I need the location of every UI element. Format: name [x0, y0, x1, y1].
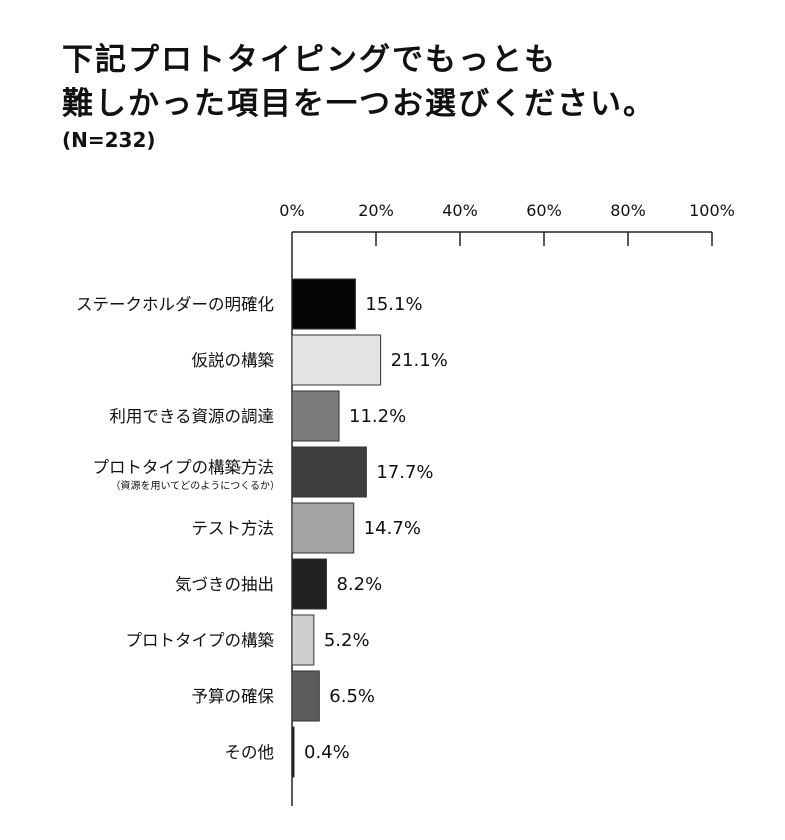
- bar: [291, 726, 295, 778]
- value-label: 15.1%: [365, 294, 422, 315]
- value-label: 5.2%: [324, 630, 370, 651]
- category-label: 気づきの抽出: [175, 575, 274, 594]
- value-label: 14.7%: [364, 518, 421, 539]
- category-label: プロトタイプの構築方法: [93, 458, 275, 477]
- bar: [291, 558, 327, 610]
- bar: [291, 502, 355, 554]
- bar: [291, 446, 367, 498]
- chart-title-line-2: 難しかった項目を一つお選びください。: [62, 86, 656, 122]
- chart-title: 下記プロトタイピングでもっとも 難しかった項目を一つお選びください。: [62, 38, 656, 126]
- value-label: 21.1%: [391, 350, 448, 371]
- x-tick-label: 0%: [279, 201, 304, 220]
- category-label: テスト方法: [192, 519, 275, 538]
- x-tick-label: 100%: [689, 201, 735, 220]
- value-label: 0.4%: [304, 742, 350, 763]
- value-label: 6.5%: [329, 686, 375, 707]
- x-tick-label: 20%: [358, 201, 394, 220]
- category-label: プロトタイプの構築: [126, 631, 275, 650]
- bar: [291, 334, 382, 386]
- category-note: （資源を用いてどのようにつくるか）: [111, 479, 281, 492]
- chart-title-line-1: 下記プロトタイピングでもっとも: [62, 42, 557, 78]
- x-tick-label: 60%: [526, 201, 562, 220]
- value-label: 11.2%: [349, 406, 406, 427]
- value-label: 8.2%: [336, 574, 382, 595]
- sample-size: (N=232): [62, 128, 156, 152]
- bar: [291, 390, 340, 442]
- category-label: 予算の確保: [192, 687, 275, 706]
- bar: [291, 278, 356, 330]
- bar: [291, 670, 320, 722]
- x-tick-label: 40%: [442, 201, 478, 220]
- category-label: 仮説の構築: [192, 351, 275, 370]
- category-label: その他: [225, 743, 275, 762]
- value-label: 17.7%: [376, 462, 433, 483]
- category-label: 利用できる資源の調達: [109, 407, 274, 426]
- x-tick-label: 80%: [610, 201, 646, 220]
- category-label: ステークホルダーの明確化: [76, 295, 274, 314]
- bar: [291, 614, 315, 666]
